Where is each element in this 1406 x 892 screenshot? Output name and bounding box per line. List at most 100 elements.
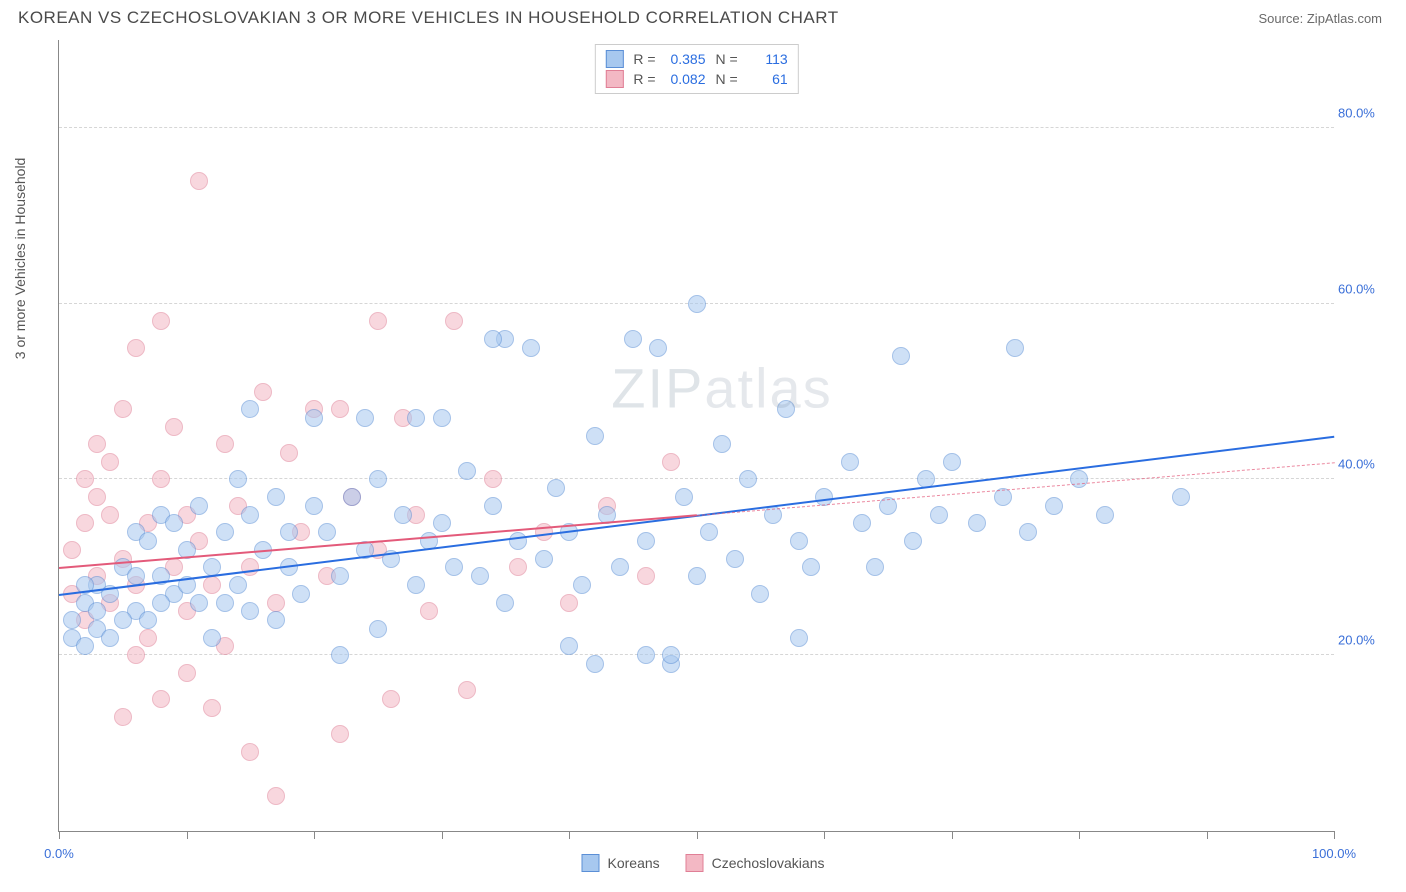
scatter-point (675, 488, 693, 506)
legend-swatch (686, 854, 704, 872)
watermark: ZIPatlas (611, 356, 832, 421)
stat-r-label: R = (633, 51, 655, 67)
x-tick (697, 831, 698, 839)
stats-row: R =0.385N =113 (605, 49, 787, 69)
scatter-point (369, 470, 387, 488)
scatter-point (1019, 523, 1037, 541)
gridline (59, 654, 1334, 655)
scatter-point (866, 558, 884, 576)
scatter-point (662, 646, 680, 664)
x-tick (1207, 831, 1208, 839)
scatter-point (535, 550, 553, 568)
scatter-point (127, 646, 145, 664)
scatter-point (139, 532, 157, 550)
x-tick (824, 831, 825, 839)
y-tick-label: 60.0% (1338, 281, 1386, 296)
scatter-point (433, 514, 451, 532)
scatter-point (216, 594, 234, 612)
legend-swatch (605, 70, 623, 88)
scatter-point (241, 558, 259, 576)
scatter-point (509, 532, 527, 550)
scatter-point (790, 629, 808, 647)
scatter-point (267, 787, 285, 805)
scatter-point (892, 347, 910, 365)
scatter-point (76, 470, 94, 488)
chart-container: 3 or more Vehicles in Household ZIPatlas… (18, 40, 1388, 880)
scatter-point (190, 497, 208, 515)
scatter-point (458, 462, 476, 480)
scatter-point (930, 506, 948, 524)
scatter-point (114, 708, 132, 726)
y-axis-label: 3 or more Vehicles in Household (12, 158, 28, 360)
x-tick (442, 831, 443, 839)
x-tick (187, 831, 188, 839)
scatter-point (739, 470, 757, 488)
y-tick-label: 40.0% (1338, 457, 1386, 472)
series-legend: KoreansCzechoslovakians (582, 854, 825, 872)
scatter-point (178, 664, 196, 682)
scatter-point (407, 409, 425, 427)
scatter-point (241, 400, 259, 418)
scatter-point (331, 725, 349, 743)
scatter-point (190, 594, 208, 612)
scatter-point (241, 743, 259, 761)
scatter-point (1045, 497, 1063, 515)
scatter-point (1172, 488, 1190, 506)
scatter-point (458, 681, 476, 699)
x-tick (1079, 831, 1080, 839)
scatter-point (1096, 506, 1114, 524)
scatter-point (114, 611, 132, 629)
scatter-point (586, 427, 604, 445)
scatter-point (637, 532, 655, 550)
scatter-point (101, 629, 119, 647)
scatter-point (624, 330, 642, 348)
scatter-point (216, 435, 234, 453)
scatter-point (853, 514, 871, 532)
scatter-point (114, 400, 132, 418)
scatter-point (101, 453, 119, 471)
scatter-point (267, 594, 285, 612)
trend-line (696, 462, 1334, 516)
scatter-point (190, 172, 208, 190)
scatter-point (280, 444, 298, 462)
scatter-point (484, 330, 502, 348)
scatter-point (152, 470, 170, 488)
scatter-point (254, 383, 272, 401)
scatter-point (229, 576, 247, 594)
stat-n-label: N = (716, 51, 738, 67)
scatter-point (700, 523, 718, 541)
scatter-point (280, 523, 298, 541)
scatter-point (573, 576, 591, 594)
scatter-point (790, 532, 808, 550)
y-tick-label: 80.0% (1338, 105, 1386, 120)
scatter-point (1070, 470, 1088, 488)
plot-area: ZIPatlas R =0.385N =113R =0.082N =61 20.… (58, 40, 1334, 832)
scatter-point (88, 435, 106, 453)
scatter-point (496, 594, 514, 612)
gridline (59, 127, 1334, 128)
scatter-point (369, 312, 387, 330)
scatter-point (88, 602, 106, 620)
scatter-point (369, 620, 387, 638)
stat-r-value: 0.082 (666, 71, 706, 87)
x-tick (952, 831, 953, 839)
scatter-point (229, 470, 247, 488)
scatter-point (305, 409, 323, 427)
scatter-point (165, 514, 183, 532)
scatter-point (203, 699, 221, 717)
x-tick (569, 831, 570, 839)
scatter-point (356, 409, 374, 427)
scatter-point (127, 567, 145, 585)
scatter-point (382, 690, 400, 708)
scatter-point (471, 567, 489, 585)
scatter-point (394, 506, 412, 524)
scatter-point (586, 655, 604, 673)
scatter-point (241, 602, 259, 620)
scatter-point (802, 558, 820, 576)
scatter-point (139, 629, 157, 647)
scatter-point (662, 453, 680, 471)
scatter-point (968, 514, 986, 532)
stat-n-value: 113 (748, 51, 788, 67)
stats-row: R =0.082N =61 (605, 69, 787, 89)
scatter-point (76, 514, 94, 532)
